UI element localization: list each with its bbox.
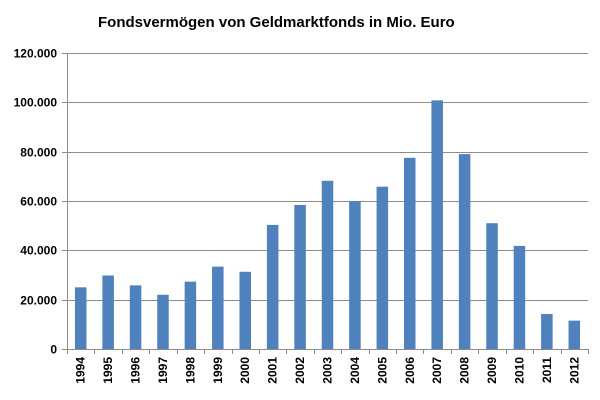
bar-2001 [266, 224, 279, 349]
bar-2004 [349, 201, 361, 349]
x-tick-label: 2002 [293, 357, 307, 384]
y-tick-label: 20.000 [20, 294, 57, 308]
x-tick-label: 2001 [266, 357, 280, 384]
x-tick-label: 1994 [74, 357, 88, 384]
x-tick-label: 2008 [458, 357, 472, 384]
y-tick-label: 60.000 [20, 195, 57, 209]
bar-2011 [541, 313, 553, 349]
x-tick-label: 2006 [403, 357, 417, 384]
bar-1998 [184, 281, 197, 349]
x-tick-label: 2007 [430, 357, 444, 384]
y-tick-label: 0 [50, 343, 57, 357]
bar-1999 [212, 266, 224, 349]
bar-2005 [376, 186, 389, 349]
x-tick-label: 2004 [348, 357, 362, 384]
x-tick-label: 2000 [238, 357, 252, 384]
x-tick-label: 2003 [321, 357, 335, 384]
x-tick-label: 1997 [156, 357, 170, 384]
x-tick-label: 1999 [211, 357, 225, 384]
bar-2002 [294, 204, 306, 349]
bar-2000 [239, 271, 251, 349]
x-tick-label: 2010 [512, 357, 526, 384]
y-tick-label: 120.000 [14, 47, 58, 61]
bar-2012 [568, 320, 581, 349]
bar-1994 [74, 287, 87, 349]
axes [62, 53, 589, 354]
x-tick-label: 1998 [183, 357, 197, 384]
x-axis-tick-labels: 1994 1995 1996 1997 1998 1999 2000 2001 2002 2003… [74, 357, 582, 384]
x-tick-label: 2009 [485, 357, 499, 384]
x-tick-label: 2011 [540, 357, 554, 383]
bar-1997 [157, 294, 169, 349]
x-tick-label: 2012 [567, 357, 581, 384]
bar-2010 [513, 245, 526, 349]
y-tick-label: 40.000 [20, 244, 57, 258]
bar-2006 [404, 157, 416, 349]
x-tick-label: 1996 [129, 357, 143, 384]
bar-2008 [458, 154, 471, 349]
bar-1995 [102, 275, 114, 349]
y-tick-label: 80.000 [20, 146, 57, 160]
bars [74, 100, 581, 349]
x-tick-label: 2005 [375, 357, 389, 384]
bar-2009 [486, 223, 498, 349]
chart-title: Fondsvermögen von Geldmarktfonds in Mio.… [98, 14, 455, 31]
y-axis-tick-labels: 0 20.000 40.000 60.000 80.000 100.000 120.000 [14, 47, 58, 357]
bar-2007 [431, 100, 443, 349]
bar-1996 [129, 285, 142, 349]
bar-2003 [321, 180, 334, 349]
x-tick-label: 1995 [101, 357, 115, 384]
y-tick-label: 100.000 [14, 96, 58, 110]
